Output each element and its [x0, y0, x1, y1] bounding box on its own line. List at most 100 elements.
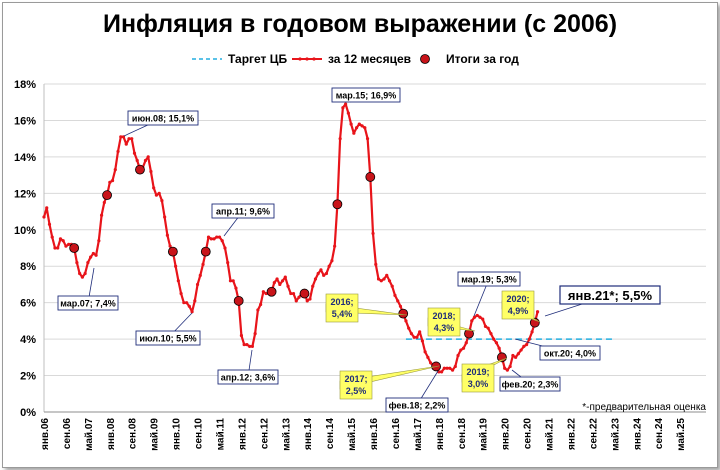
monthly-point [486, 326, 490, 330]
y-axis: 0% 2% 4% 6% 8% 10% 12% 14% 16% 18% [14, 79, 706, 419]
monthly-point [352, 131, 356, 135]
annual-marker [365, 172, 376, 182]
annotation-box [331, 87, 401, 103]
x-tick-label: янв.08 [106, 418, 117, 450]
y-tick-label: 12% [14, 188, 36, 200]
annotation-box [325, 293, 359, 323]
annotation-text: 2016; [330, 297, 353, 307]
x-tick-label: май.13 [281, 418, 292, 451]
monthly-point [78, 271, 82, 276]
annotations-group: мар.07; 7,4% июн.08; 15,1% июл.10; 5,5% апр… [57, 87, 661, 413]
monthly-point [404, 319, 408, 323]
y-tick-label: 4% [20, 334, 36, 346]
monthly-point [420, 339, 424, 343]
x-axis: янв.06 сен.06 май.07 янв.08 сен.08 май.09 янв.… [40, 418, 687, 451]
annotation-callout: 2020; 4,9% [501, 290, 541, 323]
x-tick-label: май.15 [347, 418, 358, 451]
monthly-point [371, 231, 375, 236]
y-tick-label: 8% [20, 261, 36, 273]
x-tick-label: май.11 [215, 418, 226, 451]
annotation-text: 5,4% [332, 309, 353, 319]
annotation-box [127, 110, 199, 126]
monthly-point [360, 124, 364, 128]
annotation-box [461, 363, 495, 393]
monthly-point [187, 304, 191, 308]
x-tick-label: сен.22 [588, 418, 599, 450]
x-tick-label: янв.22 [566, 418, 577, 450]
monthly-point [511, 353, 515, 358]
monthly-point [50, 235, 54, 239]
monthly-point [393, 293, 397, 297]
annual-marker [102, 190, 112, 201]
legend-item-target: Таргет ЦБ [192, 52, 287, 66]
monthly-point [75, 260, 79, 265]
annual-marker [200, 246, 211, 257]
annotation-box [385, 397, 449, 413]
annotation-box [427, 307, 461, 337]
annotation-text: июл.10; 5,5% [139, 334, 196, 344]
x-tick-label: янв.14 [303, 418, 314, 450]
annual-marker [233, 295, 244, 306]
monthly-point [239, 333, 244, 338]
monthly-point [478, 315, 482, 319]
monthly-point [250, 344, 254, 348]
monthly-point [248, 344, 252, 348]
monthly-point [217, 235, 222, 239]
monthly-point [163, 215, 167, 219]
monthly-point [110, 178, 115, 183]
y-tick-label: 2% [20, 371, 36, 383]
x-tick-label: янв.12 [237, 418, 248, 450]
monthly-point [154, 193, 159, 197]
monthly-point [193, 299, 197, 303]
monthly-point [448, 366, 452, 370]
monthly-point [382, 277, 386, 281]
annotation-callout: июн.08; 15,1% [123, 110, 199, 137]
monthly-point [327, 264, 331, 268]
monthly-point [385, 273, 389, 277]
monthly-point [176, 279, 180, 283]
monthly-point [390, 284, 394, 288]
monthly-point [231, 279, 235, 283]
annotation-callout: мар.07; 7,4% [57, 267, 119, 311]
annotation-callout: 2018; 4,3% [427, 307, 476, 337]
annotation-box [559, 285, 661, 305]
monthly-point [184, 301, 189, 305]
annotation-callout: янв.21*; 5,5% [544, 285, 661, 317]
legend-target-swatch [192, 53, 222, 65]
monthly-point [278, 282, 282, 287]
monthly-point [439, 370, 444, 374]
monthly-point [423, 350, 427, 354]
monthly-point [483, 324, 488, 328]
monthly-point [283, 275, 287, 279]
x-tick-label: сен.24 [654, 418, 665, 450]
monthly-point [442, 366, 446, 370]
annual-marker [69, 243, 80, 253]
monthly-point [313, 277, 318, 281]
monthly-point [363, 126, 367, 130]
monthly-point [316, 271, 320, 276]
x-tick-label: сен.14 [325, 418, 336, 450]
monthly-point [409, 332, 414, 336]
monthly-point [459, 348, 463, 352]
annotation-text: 2018; [432, 311, 455, 321]
monthly-point [259, 302, 263, 307]
monthly-point [124, 142, 128, 146]
annotation-callout: мар.19; 5,3% [457, 271, 521, 317]
x-tick-label: сен.18 [457, 418, 468, 450]
monthly-point [89, 255, 93, 259]
monthly-point [168, 244, 172, 248]
monthly-point [53, 246, 57, 250]
x-tick-label: май.25 [676, 418, 687, 451]
x-tick-label: сен.16 [391, 418, 402, 450]
monthly-point [130, 137, 134, 141]
monthly-point [365, 137, 370, 141]
series-group [42, 102, 540, 374]
monthly-point [344, 102, 348, 106]
annotation-text: мар.15; 16,9% [336, 91, 397, 101]
monthly-point [503, 366, 507, 370]
legend-annual-swatch [410, 53, 440, 65]
monthly-point [333, 244, 337, 248]
footnote: *-предварительная оценка [582, 402, 706, 413]
monthly-point [206, 235, 211, 239]
annual-marker [167, 246, 178, 257]
